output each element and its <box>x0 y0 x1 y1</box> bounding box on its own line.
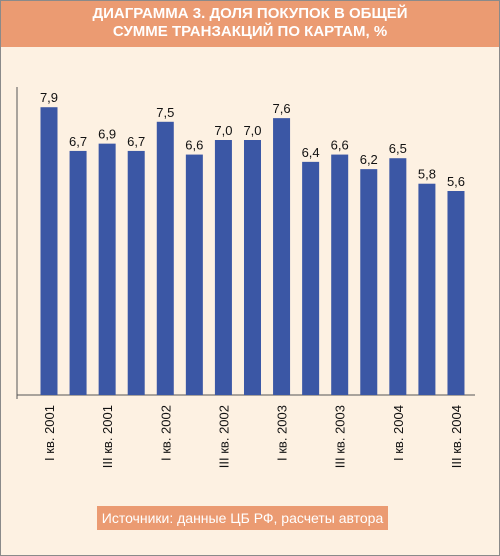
data-label-8: 7,0 <box>243 123 261 138</box>
data-label-1: 7,9 <box>40 90 58 105</box>
bar-3 <box>98 143 116 395</box>
data-label-15: 5,6 <box>447 174 465 189</box>
data-label-2: 6,7 <box>69 134 87 149</box>
bar-12 <box>360 169 378 395</box>
bar-6 <box>185 154 203 395</box>
tick-label-1: I кв. 2001 <box>42 405 57 461</box>
data-label-12: 6,2 <box>360 152 378 167</box>
data-label-9: 7,6 <box>273 101 291 116</box>
chart-title: ДИАГРАММА 3. ДОЛЯ ПОКУПОК В ОБЩЕЙ СУММЕ … <box>1 1 499 47</box>
bar-1 <box>40 107 58 395</box>
tick-label-7: III кв. 2002 <box>216 405 231 468</box>
data-label-5: 7,5 <box>156 105 174 120</box>
data-label-13: 6,5 <box>389 141 407 156</box>
tick-label-5: I кв. 2002 <box>158 405 173 461</box>
tick-label-9: I кв. 2003 <box>275 405 290 461</box>
data-label-4: 6,7 <box>127 134 145 149</box>
data-label-10: 6,4 <box>302 145 320 160</box>
bar-15 <box>447 191 465 395</box>
chart-title-line-2: СУММЕ ТРАНЗАКЦИЙ ПО КАРТАМ, % <box>112 23 388 40</box>
bar-9 <box>273 118 291 396</box>
bar-7 <box>214 140 232 395</box>
tick-label-13: I кв. 2004 <box>391 405 406 461</box>
bar-11 <box>331 154 349 395</box>
chart-title-line-1: ДИАГРАММА 3. ДОЛЯ ПОКУПОК В ОБЩЕЙ <box>92 5 408 22</box>
bar-2 <box>69 150 87 395</box>
tick-label-11: III кв. 2003 <box>333 405 348 468</box>
source-note: Источники: данные ЦБ РФ, расчеты автора <box>97 506 388 530</box>
bar-13 <box>389 158 407 395</box>
data-label-14: 5,8 <box>418 167 436 182</box>
tick-label-15: III кв. 2004 <box>449 405 464 468</box>
bar-14 <box>418 183 436 395</box>
data-label-6: 6,6 <box>185 138 203 153</box>
bar-5 <box>156 121 174 396</box>
data-label-11: 6,6 <box>331 138 349 153</box>
bar-chart: 7,9 6,7 6,9 6,7 7,5 6,6 7,0 7,0 7,6 6,4 6,6 6,2 6,5 5… <box>16 87 475 468</box>
bar-4 <box>127 150 145 395</box>
data-label-7: 7,0 <box>214 123 232 138</box>
data-label-3: 6,9 <box>98 127 116 142</box>
bar-10 <box>302 161 320 395</box>
bar-8 <box>243 140 261 395</box>
tick-label-3: III кв. 2001 <box>100 405 115 468</box>
